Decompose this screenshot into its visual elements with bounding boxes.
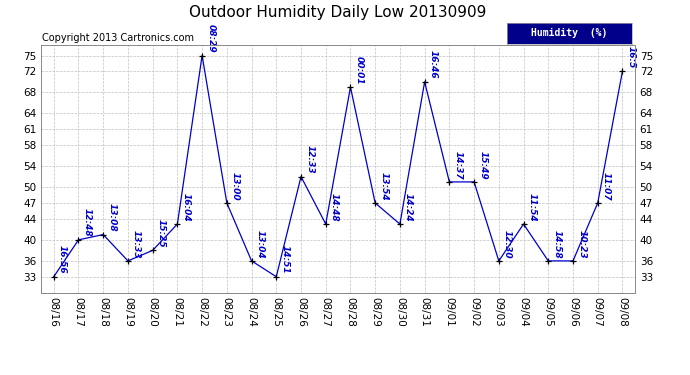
Text: 13:54: 13:54	[380, 172, 388, 200]
Text: 13:04: 13:04	[256, 230, 265, 258]
Text: 14:51: 14:51	[280, 245, 289, 274]
Text: 14:24: 14:24	[404, 193, 413, 221]
Text: Copyright 2013 Cartronics.com: Copyright 2013 Cartronics.com	[42, 33, 194, 42]
Text: 14:37: 14:37	[453, 150, 462, 179]
Text: 00:01: 00:01	[355, 56, 364, 84]
Text: 13:33: 13:33	[132, 230, 141, 258]
Text: 15:49: 15:49	[478, 150, 487, 179]
Text: 11:54: 11:54	[528, 193, 537, 221]
Text: 16:5: 16:5	[627, 46, 635, 69]
Text: 14:58: 14:58	[553, 230, 562, 258]
Text: 12:33: 12:33	[305, 145, 314, 174]
Title: Outdoor Humidity Daily Low 20130909: Outdoor Humidity Daily Low 20130909	[190, 5, 486, 20]
Text: 16:04: 16:04	[181, 193, 190, 221]
Text: 14:48: 14:48	[330, 193, 339, 221]
Text: 15:25: 15:25	[157, 219, 166, 248]
Text: 10:23: 10:23	[577, 230, 586, 258]
Text: 08:29: 08:29	[206, 24, 215, 53]
Text: 12:30: 12:30	[503, 230, 512, 258]
Text: 16:46: 16:46	[428, 51, 437, 79]
Text: 13:00: 13:00	[231, 172, 240, 200]
Text: 13:08: 13:08	[108, 203, 117, 232]
Text: 11:07: 11:07	[602, 172, 611, 200]
Text: 12:48: 12:48	[83, 209, 92, 237]
Text: 16:56: 16:56	[58, 245, 67, 274]
